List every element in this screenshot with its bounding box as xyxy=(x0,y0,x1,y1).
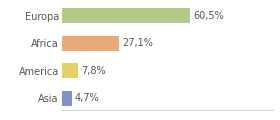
Text: 60,5%: 60,5% xyxy=(193,11,224,21)
Bar xyxy=(62,90,72,106)
Bar xyxy=(62,36,119,51)
Text: 7,8%: 7,8% xyxy=(81,66,106,76)
Text: 27,1%: 27,1% xyxy=(122,38,153,48)
Bar xyxy=(62,63,78,78)
Text: 4,7%: 4,7% xyxy=(75,93,99,103)
Bar xyxy=(62,8,190,24)
